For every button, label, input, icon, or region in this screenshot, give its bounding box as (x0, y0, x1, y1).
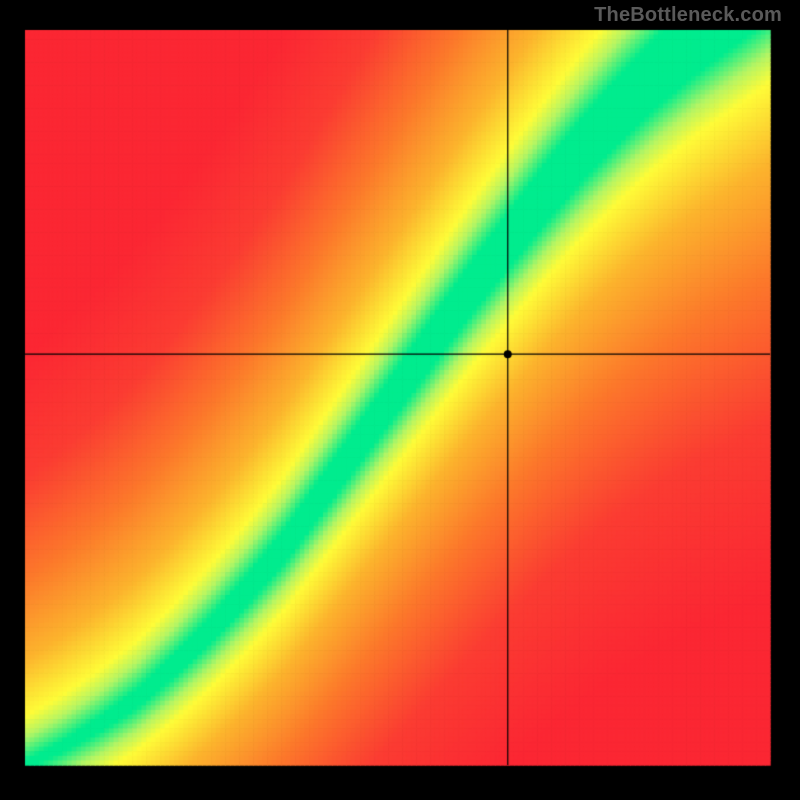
chart-container: TheBottleneck.com (0, 0, 800, 800)
watermark-text: TheBottleneck.com (594, 4, 782, 27)
bottleneck-heatmap-canvas (0, 0, 800, 800)
